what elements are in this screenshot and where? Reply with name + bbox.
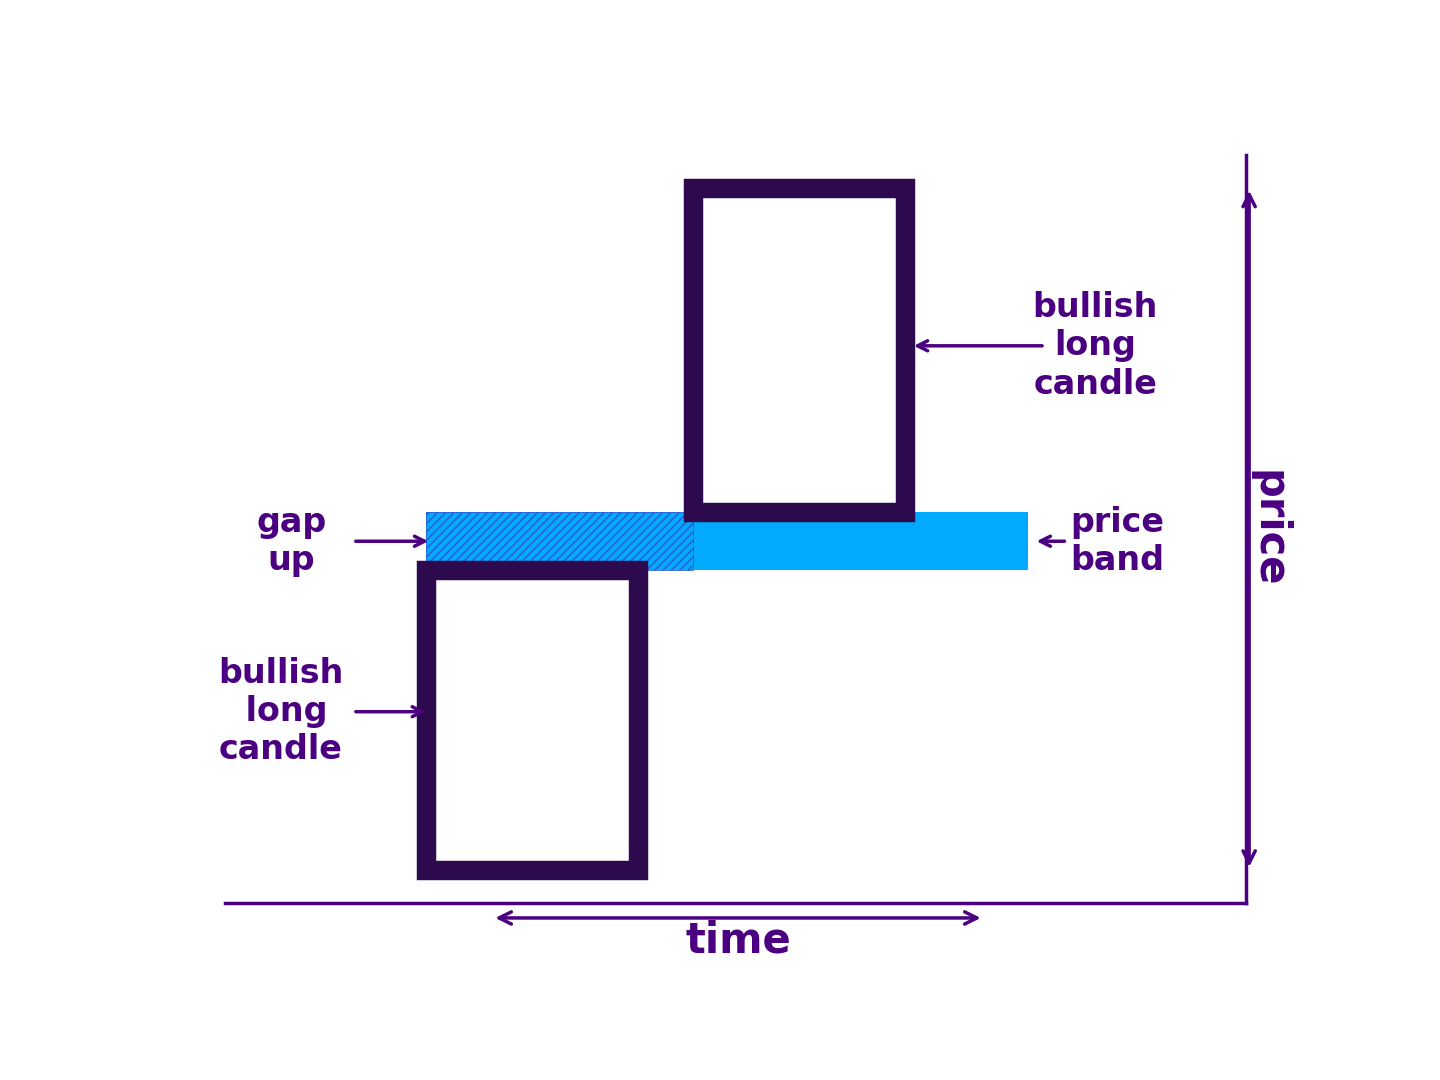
Text: bullish
 long
candle: bullish long candle	[217, 657, 343, 767]
Text: price
band: price band	[1070, 505, 1165, 577]
Bar	[426, 512, 694, 570]
Bar	[426, 570, 638, 869]
Bar	[426, 512, 1028, 570]
Text: time: time	[685, 919, 791, 961]
Text: bullish
long
candle: bullish long candle	[1032, 292, 1158, 401]
Bar	[694, 188, 906, 512]
Text: gap
up: gap up	[256, 505, 327, 577]
Text: price: price	[1247, 470, 1289, 588]
